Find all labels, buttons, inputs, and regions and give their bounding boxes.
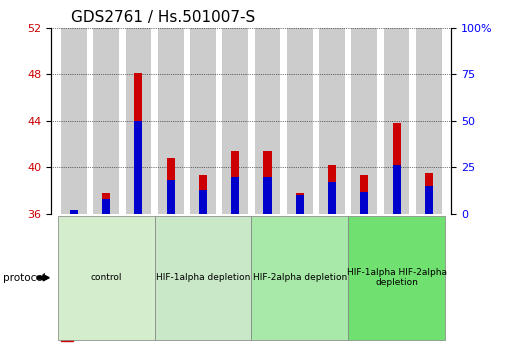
Bar [126, 28, 151, 214]
Bar [167, 158, 175, 214]
Bar [199, 176, 207, 214]
Bar [328, 182, 336, 214]
Legend: count, percentile rank within the sample: count, percentile rank within the sample [56, 327, 262, 345]
Text: protocol: protocol [3, 273, 45, 283]
Bar [384, 28, 409, 214]
Bar [199, 190, 207, 214]
Bar [264, 177, 271, 214]
Bar [351, 28, 377, 214]
Bar [93, 28, 119, 214]
Text: HIF-1alpha HIF-2alpha
depletion: HIF-1alpha HIF-2alpha depletion [347, 268, 447, 287]
Text: GDS2761 / Hs.501007-S: GDS2761 / Hs.501007-S [71, 10, 255, 25]
Bar [425, 173, 433, 214]
Bar [287, 28, 313, 214]
Bar [190, 28, 216, 214]
Bar [416, 28, 442, 214]
Bar [134, 73, 143, 214]
Bar [328, 165, 336, 214]
Bar [134, 121, 143, 214]
Bar [319, 28, 345, 214]
Bar [167, 180, 175, 214]
Bar [295, 193, 304, 214]
Bar [264, 151, 271, 214]
Bar [70, 213, 78, 214]
Text: control: control [90, 273, 122, 282]
Bar [102, 193, 110, 214]
Bar [102, 199, 110, 214]
Text: HIF-2alpha depletion: HIF-2alpha depletion [252, 273, 347, 282]
Bar [392, 123, 401, 214]
Bar [70, 210, 78, 214]
Bar [254, 28, 281, 214]
Bar [61, 28, 87, 214]
Bar [392, 166, 401, 214]
Bar [360, 191, 368, 214]
Bar [425, 186, 433, 214]
Bar [158, 28, 184, 214]
Bar [222, 28, 248, 214]
Text: HIF-1alpha depletion: HIF-1alpha depletion [156, 273, 250, 282]
Bar [231, 151, 239, 214]
Bar [295, 195, 304, 214]
Bar [231, 177, 239, 214]
Bar [360, 176, 368, 214]
